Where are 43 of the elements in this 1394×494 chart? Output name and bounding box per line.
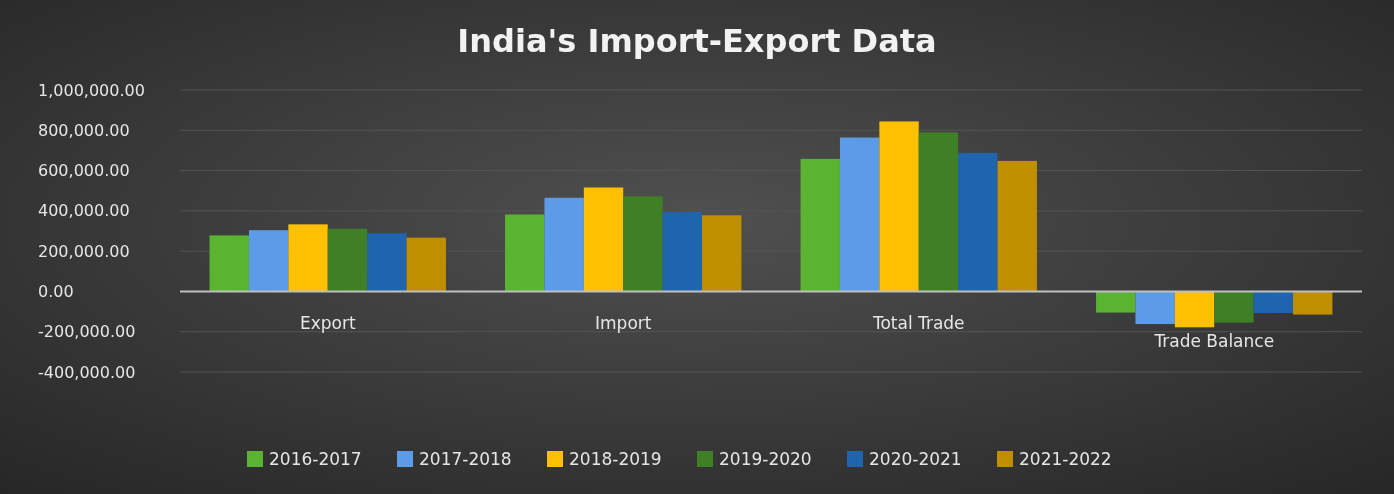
y-tick-label: 800,000.00: [38, 120, 130, 140]
bar: [918, 132, 959, 292]
bar: [505, 214, 545, 292]
bar: [958, 152, 998, 292]
x-tick-label: Export: [299, 313, 356, 334]
y-tick-label: 0.00: [38, 282, 74, 302]
x-tick-label: Trade Balance: [1153, 331, 1275, 352]
y-tick-label: 1,000,000.00: [38, 80, 145, 100]
bar: [583, 187, 624, 292]
bar: [406, 237, 446, 292]
legend-label: 2016-2017: [269, 449, 362, 469]
legend-label: 2019-2020: [719, 449, 812, 469]
bar: [1293, 291, 1333, 315]
legend-label: 2020-2021: [869, 449, 962, 469]
bar: [327, 228, 368, 292]
bar: [248, 230, 289, 292]
bar: [1174, 291, 1215, 328]
bar: [702, 215, 742, 292]
bar: [800, 158, 840, 292]
bar: [1253, 291, 1294, 313]
x-tick-label: Total Trade: [871, 313, 965, 334]
y-tick-label: -400,000.00: [38, 362, 136, 382]
legend-label: 2017-2018: [419, 449, 512, 469]
legend-label: 2018-2019: [569, 449, 662, 469]
bar: [623, 196, 663, 292]
bar: [839, 137, 880, 292]
y-tick-label: 200,000.00: [38, 241, 130, 261]
bar: [1135, 291, 1175, 325]
bar: [367, 233, 407, 292]
bar: [288, 224, 328, 292]
x-tick-label: Import: [595, 313, 652, 334]
bar: [544, 197, 584, 292]
chart-title: India's Import-Export Data: [457, 22, 937, 60]
bar: [1214, 291, 1254, 323]
y-tick-label: -200,000.00: [38, 322, 136, 342]
y-tick-label: 400,000.00: [38, 201, 130, 221]
y-tick-label: 600,000.00: [38, 161, 130, 181]
bar: [209, 235, 249, 292]
legend-label: 2021-2022: [1019, 449, 1112, 469]
bar: [1096, 291, 1136, 313]
bar: [997, 160, 1037, 292]
bar: [662, 212, 703, 292]
bar: [879, 121, 919, 292]
